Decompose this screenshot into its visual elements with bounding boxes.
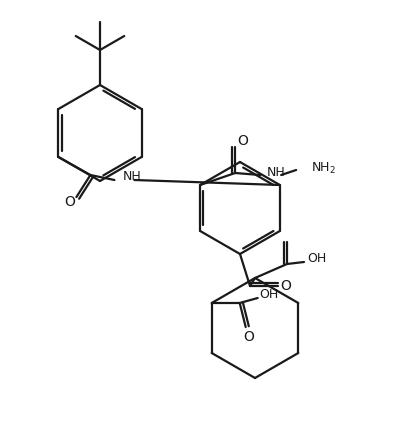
Text: NH: NH [267,166,286,180]
Text: O: O [280,279,291,293]
Text: OH: OH [260,289,279,301]
Text: OH: OH [307,252,326,265]
Text: NH$_2$: NH$_2$ [311,160,336,176]
Text: O: O [243,330,254,344]
Text: O: O [64,195,75,209]
Text: O: O [238,134,249,148]
Text: NH: NH [123,170,141,184]
